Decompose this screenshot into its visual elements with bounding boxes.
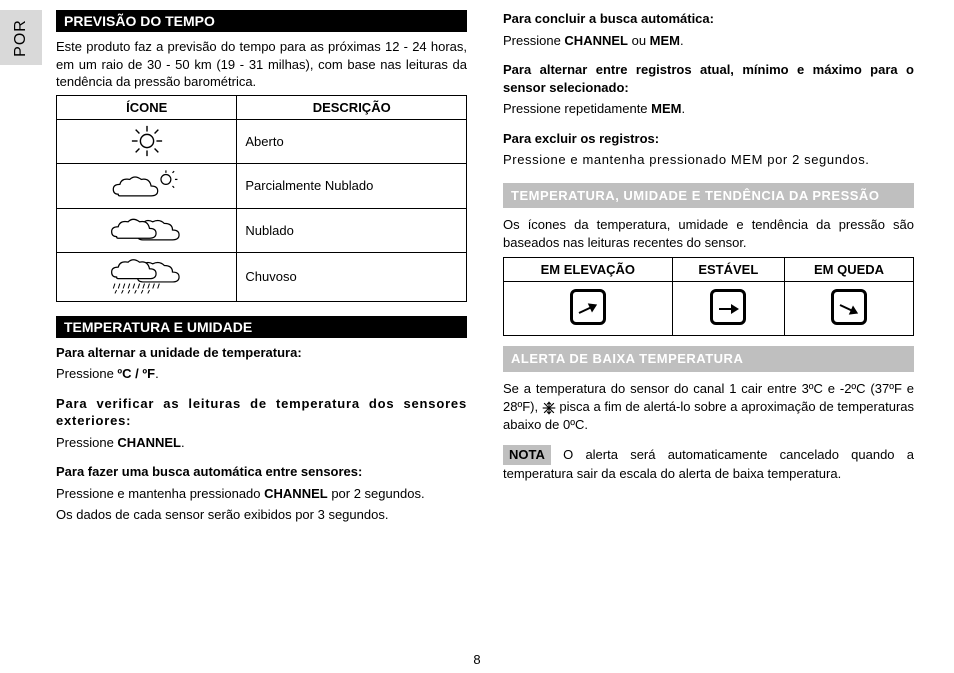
trend-th-flat: ESTÁVEL (672, 258, 784, 282)
trend-icon-down-cell (785, 282, 914, 336)
weather-desc-rainy: Chuvoso (237, 252, 467, 301)
ext-sensor-heading: Para verificar as leituras de temperatur… (56, 396, 467, 429)
unit-toggle-body: Pressione ºC / ºF. (56, 365, 467, 383)
auto-search-line1: Pressione e mantenha pressionado CHANNEL… (56, 485, 467, 503)
weather-desc-partly-cloudy: Parcialmente Nublado (237, 163, 467, 208)
weather-icon-sunny (57, 119, 237, 163)
alternate-heading: Para alternar entre registros atual, mín… (503, 62, 914, 95)
page-content: PREVISÃO DO TEMPO Este produto faz a pre… (56, 10, 914, 643)
heading-temp-humidity: TEMPERATURA E UMIDADE (56, 316, 467, 338)
trend-up-icon (570, 289, 606, 325)
delete-body: Pressione e mantenha pressionado MEM por… (503, 151, 914, 169)
note-paragraph: NOTA O alerta será automaticamente cance… (503, 445, 914, 482)
delete-heading: Para excluir os registros: (503, 131, 659, 146)
trend-flat-icon (710, 289, 746, 325)
note-label: NOTA (503, 445, 551, 465)
trend-icon-flat-cell (672, 282, 784, 336)
grey-heading-alert: ALERTA DE BAIXA TEMPERATURA (503, 346, 914, 372)
snowflake-icon (542, 398, 556, 416)
weather-th-desc: DESCRIÇÃO (237, 95, 467, 119)
grey-heading-trend: TEMPERATURA, UMIDADE E TENDÊNCIA DA PRES… (503, 183, 914, 209)
auto-search-heading: Para fazer uma busca automática entre se… (56, 464, 362, 479)
trend-down-icon (831, 289, 867, 325)
weather-desc-sunny: Aberto (237, 119, 467, 163)
page-number: 8 (0, 652, 954, 667)
trend-th-down: EM QUEDA (785, 258, 914, 282)
trend-table: EM ELEVAÇÃO ESTÁVEL EM QUEDA (503, 257, 914, 336)
auto-search-line2: Os dados de cada sensor serão exibidos p… (56, 506, 467, 524)
weather-icon-partly-cloudy (57, 163, 237, 208)
column-left: PREVISÃO DO TEMPO Este produto faz a pre… (56, 10, 467, 643)
conclude-heading: Para concluir a busca automática: (503, 11, 714, 26)
weather-icon-rainy (57, 252, 237, 301)
language-tab: POR (0, 10, 42, 65)
forecast-intro: Este produto faz a previsão do tempo par… (56, 38, 467, 91)
conclude-body: Pressione CHANNEL ou MEM. (503, 32, 914, 50)
weather-icon-table: ÍCONE DESCRIÇÃO Aberto (56, 95, 467, 302)
heading-forecast: PREVISÃO DO TEMPO (56, 10, 467, 32)
trend-icon-up-cell (504, 282, 673, 336)
ext-sensor-body: Pressione CHANNEL. (56, 434, 467, 452)
weather-th-icon: ÍCONE (57, 95, 237, 119)
weather-icon-cloudy (57, 208, 237, 252)
language-tab-label: POR (12, 19, 30, 57)
alert-body: Se a temperatura do sensor do canal 1 ca… (503, 380, 914, 433)
alternate-body: Pressione repetidamente MEM. (503, 100, 914, 118)
column-right: Para concluir a busca automática: Pressi… (503, 10, 914, 643)
trend-th-up: EM ELEVAÇÃO (504, 258, 673, 282)
trend-intro: Os ícones da temperatura, umidade e tend… (503, 216, 914, 251)
unit-toggle-heading: Para alternar a unidade de temperatura: (56, 345, 302, 360)
weather-desc-cloudy: Nublado (237, 208, 467, 252)
